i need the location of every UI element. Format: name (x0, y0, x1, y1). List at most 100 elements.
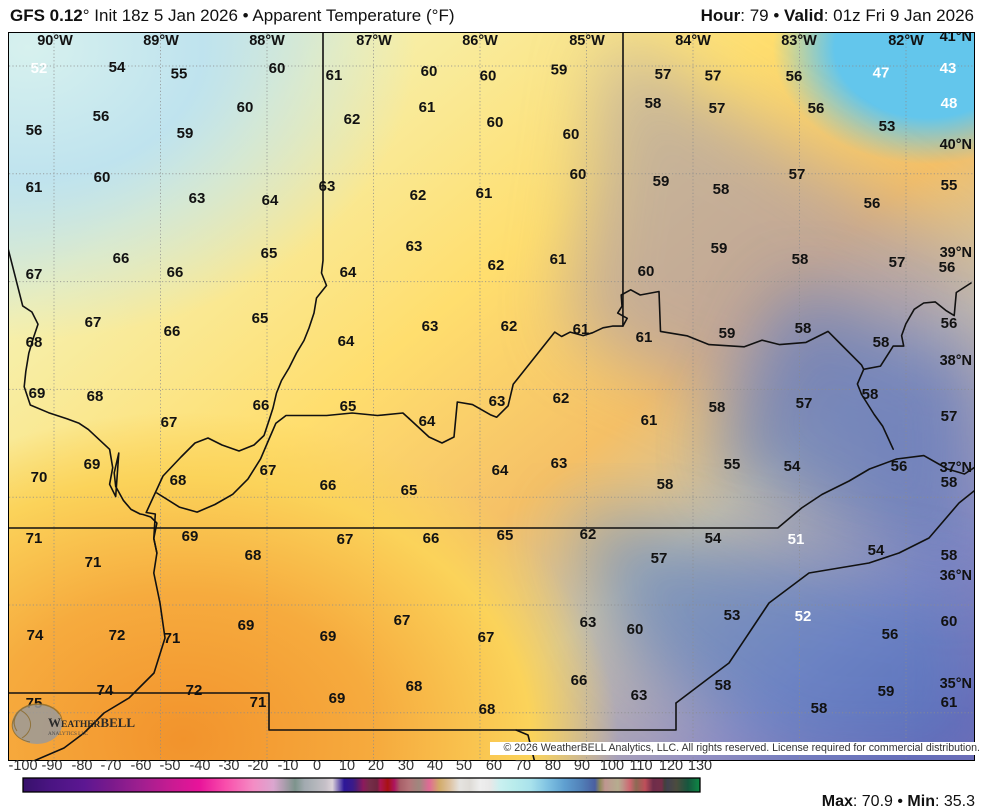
svg-text:62: 62 (580, 526, 597, 543)
svg-text:-70: -70 (101, 758, 122, 774)
svg-text:61: 61 (550, 251, 567, 268)
svg-text:70: 70 (31, 469, 48, 486)
svg-text:60: 60 (237, 99, 254, 116)
svg-text:54: 54 (705, 530, 722, 547)
svg-text:87°W: 87°W (356, 33, 392, 49)
svg-text:48: 48 (941, 95, 958, 112)
svg-text:68: 68 (479, 701, 496, 718)
svg-text:57: 57 (941, 408, 958, 425)
svg-text:58: 58 (709, 399, 726, 416)
svg-text:88°W: 88°W (249, 33, 285, 49)
svg-text:64: 64 (419, 413, 436, 430)
svg-text:56: 56 (941, 315, 958, 332)
svg-text:65: 65 (261, 245, 278, 262)
svg-text:63: 63 (406, 238, 423, 255)
svg-text:58: 58 (713, 181, 730, 198)
svg-text:71: 71 (85, 554, 102, 571)
svg-text:70: 70 (515, 758, 531, 774)
svg-text:59: 59 (878, 683, 895, 700)
svg-text:61: 61 (573, 321, 590, 338)
svg-text:63: 63 (319, 178, 336, 195)
svg-text:69: 69 (238, 617, 255, 634)
svg-text:58: 58 (715, 677, 732, 694)
svg-text:-40: -40 (190, 758, 211, 774)
svg-text:58: 58 (873, 334, 890, 351)
svg-text:52: 52 (31, 60, 48, 77)
svg-text:57: 57 (709, 100, 726, 117)
svg-text:66: 66 (253, 397, 270, 414)
svg-text:-60: -60 (131, 758, 152, 774)
svg-text:85°W: 85°W (569, 33, 605, 49)
svg-text:90: 90 (574, 758, 590, 774)
svg-text:36°N: 36°N (940, 568, 972, 584)
svg-text:40: 40 (427, 758, 443, 774)
svg-text:63: 63 (489, 393, 506, 410)
svg-text:56: 56 (786, 68, 803, 85)
svg-text:86°W: 86°W (462, 33, 498, 49)
svg-text:67: 67 (394, 612, 411, 629)
svg-text:71: 71 (250, 694, 267, 711)
svg-text:66: 66 (320, 477, 337, 494)
svg-text:20: 20 (368, 758, 384, 774)
svg-text:69: 69 (84, 456, 101, 473)
svg-text:74: 74 (27, 627, 44, 644)
svg-text:68: 68 (245, 547, 262, 564)
svg-text:57: 57 (796, 395, 813, 412)
svg-text:62: 62 (488, 257, 505, 274)
svg-text:61: 61 (941, 694, 958, 711)
svg-text:50: 50 (456, 758, 472, 774)
svg-text:69: 69 (320, 628, 337, 645)
svg-text:63: 63 (189, 190, 206, 207)
svg-text:54: 54 (868, 542, 885, 559)
svg-text:57: 57 (889, 254, 906, 271)
svg-text:60: 60 (627, 621, 644, 638)
svg-text:69: 69 (329, 690, 346, 707)
svg-text:64: 64 (338, 333, 355, 350)
svg-text:53: 53 (879, 118, 896, 135)
svg-text:61: 61 (419, 99, 436, 116)
svg-text:62: 62 (501, 318, 518, 335)
svg-text:59: 59 (177, 125, 194, 142)
svg-text:55: 55 (724, 456, 741, 473)
svg-text:68: 68 (170, 472, 187, 489)
svg-text:62: 62 (410, 187, 427, 204)
svg-text:41°N: 41°N (940, 33, 972, 45)
svg-text:60: 60 (480, 67, 497, 84)
svg-text:-100: -100 (8, 758, 37, 774)
svg-text:-20: -20 (248, 758, 269, 774)
svg-text:65: 65 (340, 398, 357, 415)
svg-text:69: 69 (29, 385, 46, 402)
svg-text:84°W: 84°W (675, 33, 711, 49)
svg-text:65: 65 (252, 310, 269, 327)
svg-text:-30: -30 (219, 758, 240, 774)
svg-text:58: 58 (941, 547, 958, 564)
svg-text:67: 67 (478, 629, 495, 646)
svg-text:-90: -90 (42, 758, 63, 774)
svg-text:68: 68 (406, 678, 423, 695)
svg-text:35°N: 35°N (940, 676, 972, 692)
svg-text:71: 71 (26, 530, 43, 547)
svg-text:54: 54 (784, 458, 801, 475)
svg-text:57: 57 (651, 550, 668, 567)
svg-text:30: 30 (398, 758, 414, 774)
svg-text:60: 60 (486, 758, 502, 774)
svg-text:56: 56 (808, 100, 825, 117)
svg-text:67: 67 (337, 531, 354, 548)
svg-text:-10: -10 (278, 758, 299, 774)
svg-text:74: 74 (97, 682, 114, 699)
svg-text:80: 80 (545, 758, 561, 774)
svg-text:64: 64 (492, 462, 509, 479)
svg-text:61: 61 (326, 67, 343, 84)
svg-text:90°W: 90°W (37, 33, 73, 49)
svg-text:0: 0 (313, 758, 321, 774)
svg-text:72: 72 (186, 682, 203, 699)
svg-text:60: 60 (563, 126, 580, 143)
svg-text:83°W: 83°W (781, 33, 817, 49)
svg-text:-80: -80 (72, 758, 93, 774)
svg-text:57: 57 (789, 166, 806, 183)
svg-text:62: 62 (553, 390, 570, 407)
svg-text:66: 66 (113, 250, 130, 267)
svg-text:89°W: 89°W (143, 33, 179, 49)
svg-text:67: 67 (26, 266, 43, 283)
svg-text:58: 58 (795, 320, 812, 337)
